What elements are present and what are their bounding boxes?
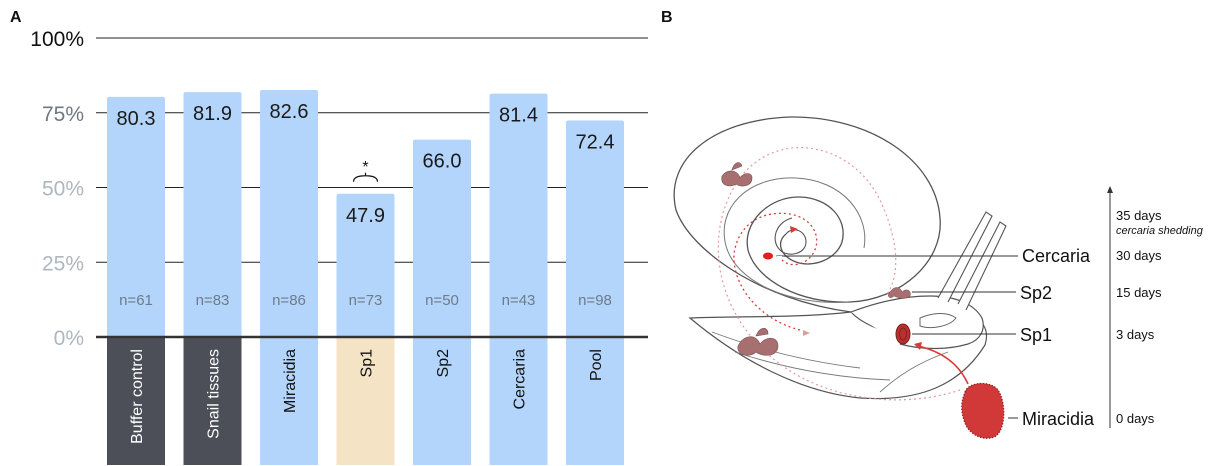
day-label-30: 30 days [1116,248,1162,263]
y-tick-label: 0% [54,327,84,350]
category-box [566,338,624,465]
bar [107,96,165,337]
panel-label-a: A [10,9,22,26]
category-label: Miracidia [282,349,299,413]
y-tick-label: 25% [42,252,84,275]
sp2-form [888,287,911,299]
migration-path-outer [717,147,961,401]
day-label-0: 0 days [1116,411,1155,426]
chart-layer: 0% 25% 50% 75% 100% 80.3 n=61 Buffer control 81.… [30,28,648,465]
sample-size-label: n=83 [196,292,230,309]
snail-tentacle-right [957,221,1007,311]
shell-spiral-core [774,217,807,255]
category-label: Buffer control [129,349,146,444]
stage-label-sp2: Sp2 [1020,283,1052,303]
sp1-form [895,323,911,345]
bar [183,92,242,337]
sample-size-label: n=98 [578,292,612,309]
snail-tentacle-left [937,211,993,303]
sporocyst-outer-2 [737,327,779,356]
day-label-3: 3 days [1116,327,1155,342]
category-label: Sp2 [435,349,452,378]
stage-label-cercaria: Cercaria [1022,246,1091,266]
category-box [489,338,548,465]
snail-shell-outline [673,116,941,313]
y-tick-label: 100% [30,28,84,51]
bar [260,90,318,337]
bar-value-label: 66.0 [423,151,462,173]
category-box [107,338,165,465]
panel-label-b: B [661,9,673,26]
day-label-35: 35 days [1116,208,1162,223]
migration-arrow-1 [790,226,798,233]
stage-label-sp1: Sp1 [1020,325,1052,345]
bar [566,120,624,337]
sample-size-label: n=61 [119,292,153,309]
category-label: Pool [588,349,605,381]
miracidia-entry-arrow [917,345,969,385]
category-label: Cercaria [512,349,529,410]
sample-size-label: n=50 [425,292,459,309]
time-axis-arrowhead [1107,186,1113,193]
significance-bracket [352,172,379,182]
category-box [413,338,471,465]
bar-chart: A 0% 25% 50% 75% 100% 80.3 n=61 Buffer control 8… [10,9,648,465]
miracidium-form [961,382,1005,439]
migration-arrow-2 [803,330,810,336]
sample-size-label: n=73 [349,292,383,309]
bar-value-label: 72.4 [576,132,615,154]
category-box [336,338,395,465]
category-label: Snail tissues [206,349,223,439]
bar-value-label: 47.9 [346,205,385,227]
y-tick-label: 50% [42,178,84,201]
sample-size-label: n=43 [502,292,536,309]
snail-head [850,295,984,350]
sporocyst-outer-1 [721,162,753,187]
bar [489,93,548,337]
bar-value-label: 81.4 [499,105,538,127]
bar-value-label: 81.9 [193,103,232,125]
day-label-15: 15 days [1116,285,1162,300]
bar-value-label: 82.6 [270,101,309,123]
cercaria-shedding-label: cercaria shedding [1116,225,1204,237]
bar [336,193,395,337]
significance-star: * [362,159,368,176]
bar-value-label: 80.3 [117,108,156,130]
stage-label-miracidia: Miracidia [1022,409,1095,429]
category-box [260,338,318,465]
snail-shell-inner-whorl [723,177,866,303]
category-box [183,338,242,465]
category-label: Sp1 [359,349,376,378]
migration-path-inner [733,212,818,331]
sample-size-label: n=86 [272,292,306,309]
y-tick-label: 75% [42,103,84,126]
miracidia-entry-arrowhead [914,342,922,350]
bar [413,139,471,337]
snail-mantle [919,313,957,329]
